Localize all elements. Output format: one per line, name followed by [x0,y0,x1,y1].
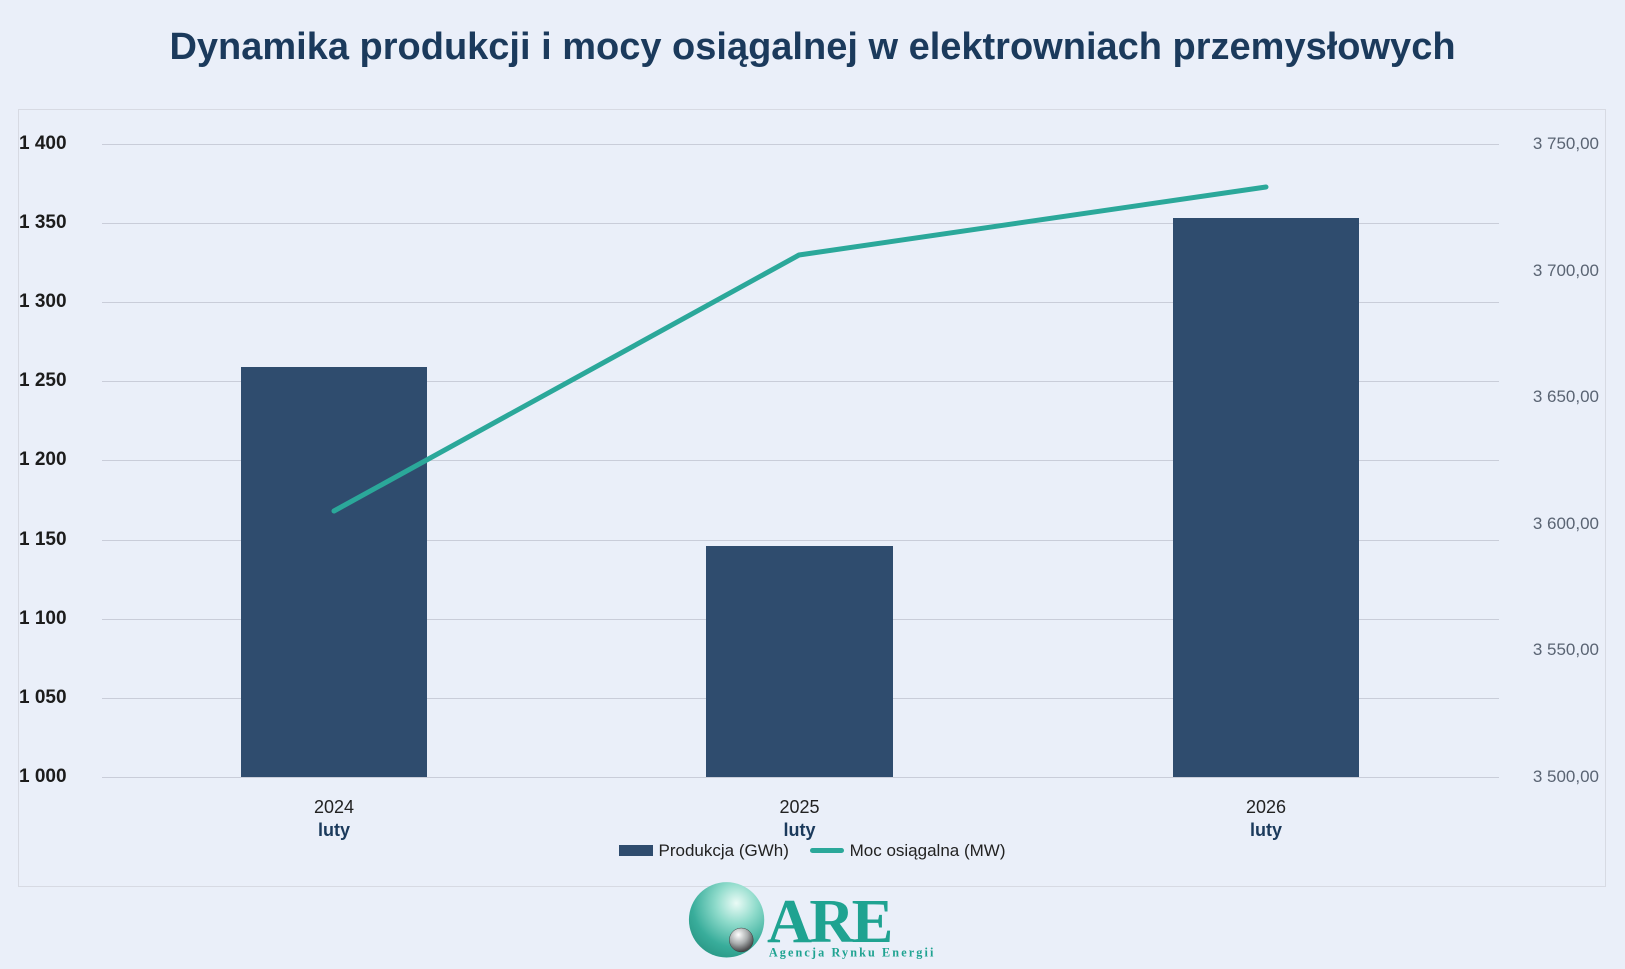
svg-text:Agencja Rynku Energii: Agencja Rynku Energii [769,946,936,960]
